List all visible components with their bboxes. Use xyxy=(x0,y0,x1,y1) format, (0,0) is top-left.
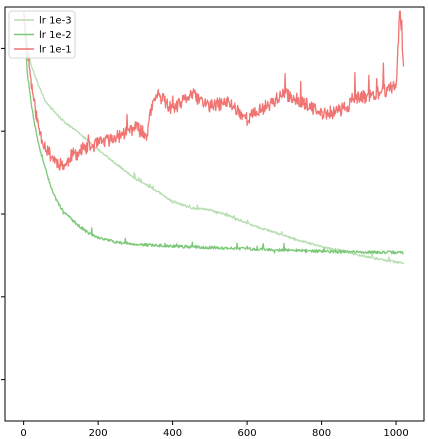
legend-label-1: lr 1e-3 xyxy=(39,16,72,27)
legend-label-3: lr 1e-1 xyxy=(39,45,72,56)
x-tick-label: 0 xyxy=(20,428,26,439)
x-tick-label: 600 xyxy=(238,428,257,439)
x-tick-label: 800 xyxy=(312,428,331,439)
legend-label-2: lr 1e-2 xyxy=(39,30,72,41)
legend: lr 1e-3 lr 1e-2 lr 1e-1 xyxy=(8,10,76,59)
x-tick-label: 200 xyxy=(89,428,108,439)
x-tick-label: 400 xyxy=(163,428,182,439)
axis-layer: 0 200 400 600 800 1000 xyxy=(1,47,409,439)
series-line-3 xyxy=(22,10,405,171)
legend-box xyxy=(8,10,76,59)
series-line-2 xyxy=(22,11,404,255)
x-tick-label: 1000 xyxy=(383,428,408,439)
series-layer xyxy=(22,10,405,265)
